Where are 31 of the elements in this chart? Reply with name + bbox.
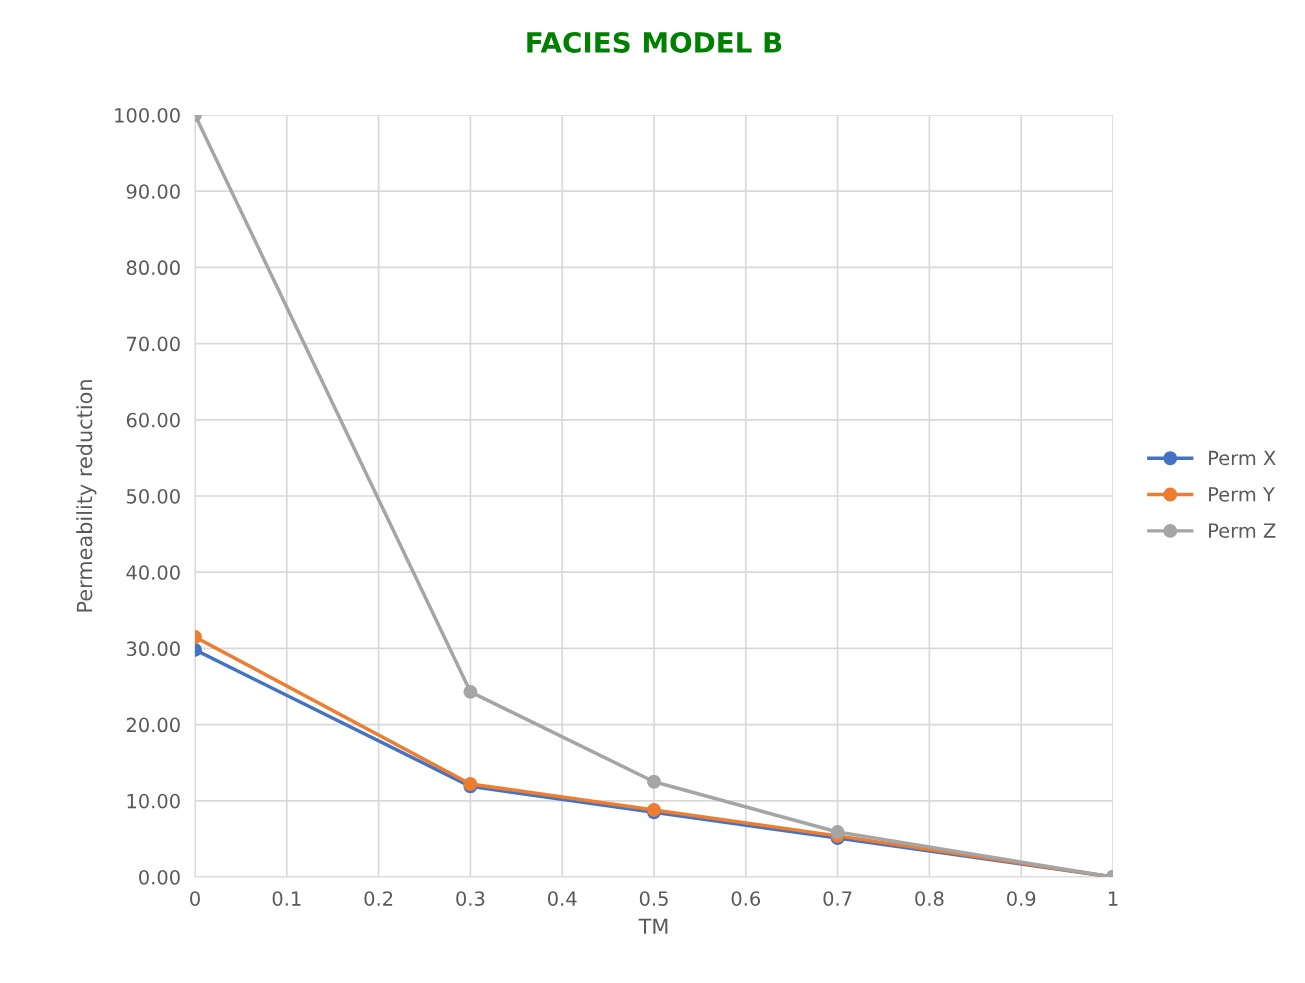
x-tick-label: 0.8 xyxy=(915,891,944,906)
x-tick-label: 0.3 xyxy=(456,891,485,906)
x-tick-label: 0.5 xyxy=(639,891,668,906)
point xyxy=(463,684,478,699)
legend-label: Perm Y xyxy=(1209,487,1275,502)
y-axis-title: Permeability reduction xyxy=(76,380,97,612)
x-tick-label: 0.7 xyxy=(823,891,852,906)
x-tick-label: 0.4 xyxy=(548,891,577,906)
x-tick-label: 0.2 xyxy=(364,891,393,906)
y-tick-label: 0.00 xyxy=(139,869,180,885)
point xyxy=(830,825,845,839)
legend-label: Perm X xyxy=(1209,450,1276,466)
x-tick-label: 0.6 xyxy=(731,891,761,906)
x-tick-label: 0.1 xyxy=(272,891,301,906)
legend-label: Perm Z xyxy=(1209,523,1276,538)
y-tick-label: 70.00 xyxy=(127,336,180,352)
x-tick-label: 0.9 xyxy=(1007,891,1036,906)
y-tick-label: 90.00 xyxy=(126,184,180,199)
y-tick-label: 100.00 xyxy=(115,107,180,123)
y-tick-label: 60.00 xyxy=(126,412,180,428)
y-tick-label: 80.00 xyxy=(126,260,180,276)
y-tick-label: 40.00 xyxy=(126,565,180,580)
x-axis-title: TM xyxy=(638,918,668,934)
x-tick-label: 1 xyxy=(1108,891,1118,906)
y-tick-label: 10.00 xyxy=(127,793,180,809)
chart-title: FACIES MODEL B xyxy=(527,31,782,53)
y-tick-label: 20.00 xyxy=(126,717,180,733)
y-tick-label: 50.00 xyxy=(126,488,180,504)
y-tick-label: 30.00 xyxy=(126,641,180,657)
point xyxy=(647,774,661,789)
x-tick-label: 0 xyxy=(190,891,200,906)
